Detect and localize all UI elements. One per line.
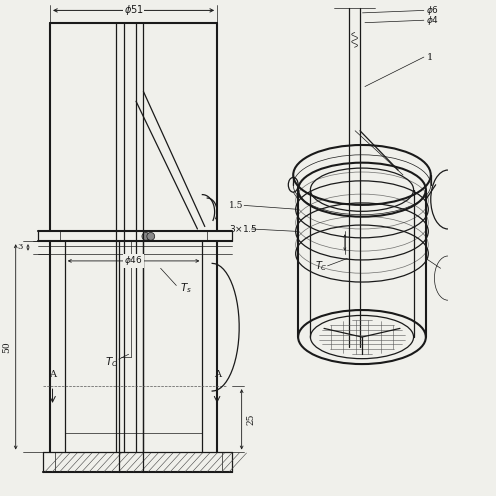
Text: $T_s$: $T_s$	[180, 281, 192, 295]
Text: $\phi 51$: $\phi 51$	[124, 3, 143, 17]
Text: $T_C$: $T_C$	[315, 259, 328, 273]
Text: 25: 25	[247, 414, 255, 425]
Text: $\phi 6$: $\phi 6$	[427, 4, 439, 17]
Text: $\phi 46$: $\phi 46$	[124, 254, 143, 267]
Text: 1: 1	[427, 53, 433, 62]
Text: 50: 50	[2, 341, 11, 353]
Circle shape	[147, 233, 155, 240]
Text: $3×1.5$: $3×1.5$	[229, 224, 258, 235]
Text: A: A	[214, 370, 221, 379]
Text: $\phi 4$: $\phi 4$	[427, 14, 439, 27]
Circle shape	[142, 233, 150, 240]
Text: 3: 3	[18, 244, 23, 251]
Text: A: A	[49, 370, 56, 379]
Text: $T_C$: $T_C$	[105, 355, 118, 369]
Text: 1.5: 1.5	[229, 201, 244, 210]
